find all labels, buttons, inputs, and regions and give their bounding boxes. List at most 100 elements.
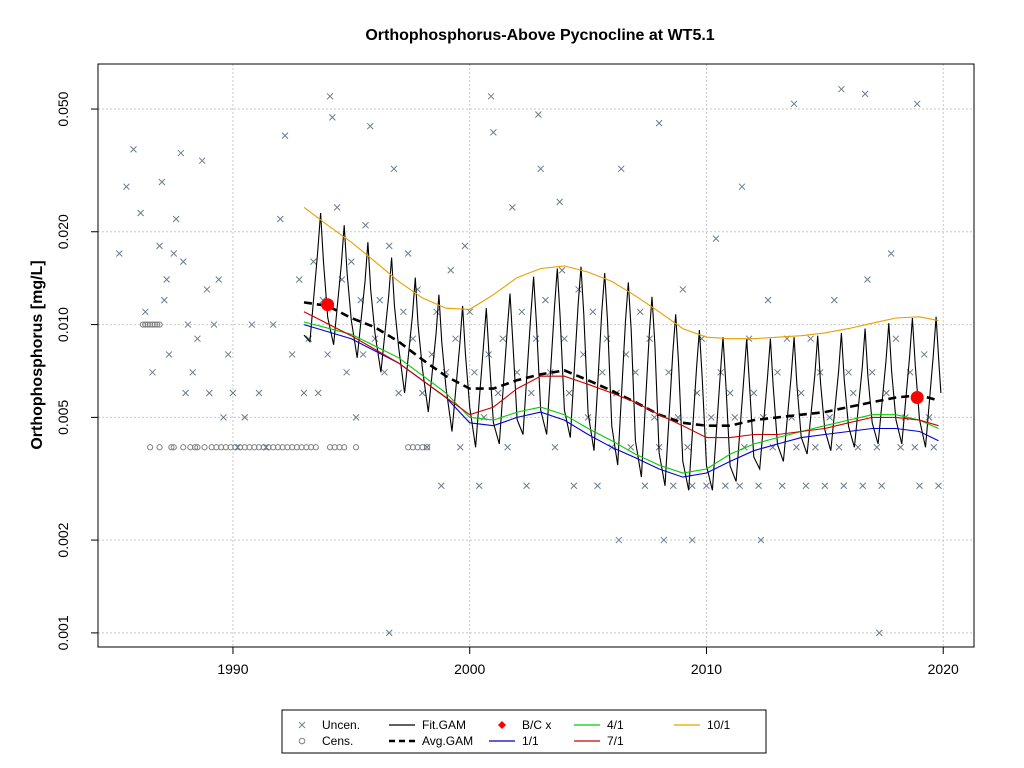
uncensored-point [333, 203, 341, 211]
uncensored-point [535, 111, 542, 118]
uncensored-point [641, 482, 649, 490]
uncensored-point [179, 258, 187, 265]
uncensored-point [764, 296, 772, 304]
censored-point [194, 444, 201, 451]
legend-item: B/C x [498, 718, 551, 732]
uncensored-point [570, 482, 578, 490]
uncensored-point [220, 414, 227, 421]
uncensored-point [707, 414, 715, 421]
censored-point [312, 444, 319, 451]
chart-title: Orthophosphorus-Above Pycnocline at WT5.… [365, 27, 714, 44]
uncensored-point [838, 85, 845, 93]
axes: 1990 2000 2010 2020 0.001 0.002 0.005 0.010 0.02… [55, 91, 959, 677]
uncensored-point [916, 482, 923, 490]
y-axis-label: Orthophosphorus [mg/L] [29, 260, 46, 449]
legend-label: Fit.GAM [422, 718, 466, 732]
uncensored-point [726, 389, 734, 397]
uncensored-point [170, 250, 178, 257]
uncensored-point [359, 351, 367, 358]
uncensored-point [757, 536, 765, 544]
uncensored-point [461, 242, 469, 250]
uncensored-point [868, 368, 876, 376]
uncensored-point [812, 443, 819, 451]
uncensored-point [123, 183, 130, 191]
series-7-1 [303, 311, 939, 439]
uncensored-point [873, 443, 881, 451]
uncensored-point [241, 414, 249, 421]
uncensored-point [343, 368, 350, 376]
uncensored-point [845, 368, 852, 376]
legend: Uncen. Cens. Fit.GAM Avg.GAM B/C x 1/1 4/1 7/1 1… [281, 709, 767, 754]
uncensored-point [518, 308, 526, 316]
uncensored-point [215, 276, 223, 283]
uncensored-point [404, 250, 412, 257]
uncensored-point [262, 443, 270, 451]
uncensored-point [409, 335, 417, 343]
uncensored-point [875, 629, 883, 637]
uncensored-point [141, 308, 149, 316]
uncensored-point [655, 119, 663, 127]
uncensored-point [793, 443, 800, 451]
uncensored-point [423, 443, 431, 451]
uncensored-point [598, 368, 606, 376]
uncensored-point [229, 389, 237, 397]
uncensored-point [864, 276, 871, 283]
uncensored-point [558, 266, 566, 274]
legend-label: 7/1 [607, 734, 624, 748]
fit-gam-path [303, 212, 942, 491]
uncensored-point [594, 482, 601, 490]
legend-label: B/C x [522, 718, 551, 732]
uncensored-point [471, 368, 478, 376]
uncensored-point [504, 443, 511, 451]
uncensored-point [177, 149, 185, 157]
legend-item: Uncen. [298, 718, 360, 732]
uncensored-point [475, 482, 483, 490]
uncensored-point [575, 286, 582, 293]
censored-point [201, 444, 208, 451]
uncensored-point [930, 443, 938, 451]
uncensored-point [130, 146, 137, 153]
series-4-1 [303, 321, 939, 474]
censored-point [180, 444, 187, 451]
uncensored-point [184, 321, 192, 328]
uncensored-point [802, 482, 810, 490]
uncensored-point [210, 321, 218, 328]
censored-point [170, 444, 177, 451]
legend-label: Uncen. [322, 718, 360, 732]
uncensored-point [892, 335, 900, 343]
uncensored-point [172, 215, 180, 223]
uncensored-point [182, 389, 189, 397]
legend-label: 4/1 [607, 718, 624, 732]
y-tick-label: 0.020 [55, 214, 71, 249]
uncensored-point [269, 321, 277, 328]
uncensored-point [778, 482, 786, 490]
legend-item: 10/1 [674, 718, 731, 732]
uncensored-point [324, 351, 332, 358]
uncensored-point [400, 308, 407, 316]
uncensored-point [565, 389, 573, 397]
uncensored-point [651, 414, 658, 421]
uncensored-point [508, 203, 516, 211]
uncensored-point [248, 321, 256, 328]
uncensored-point [669, 482, 677, 490]
uncensored-point [276, 215, 284, 223]
uncensored-point [490, 129, 497, 136]
y-tick-label: 0.005 [55, 400, 71, 435]
x-tick-label: 2000 [454, 661, 485, 677]
uncensored-point [371, 335, 379, 343]
uncensored-point [366, 122, 374, 130]
uncensored-point [437, 482, 445, 490]
uncensored-point [165, 351, 173, 358]
legend-item: Cens. [298, 734, 353, 748]
legend-x-icon [298, 721, 306, 729]
uncensored-point [617, 165, 625, 173]
censored-point [146, 444, 154, 451]
legend-box [281, 709, 767, 754]
bc-points [321, 298, 924, 405]
legend-circle-icon [298, 737, 306, 745]
legend-label: 10/1 [707, 718, 731, 732]
censored-point [352, 444, 360, 451]
y-tick-label: 0.010 [55, 307, 71, 342]
uncensored-point [911, 443, 919, 451]
uncensored-point [189, 368, 197, 376]
